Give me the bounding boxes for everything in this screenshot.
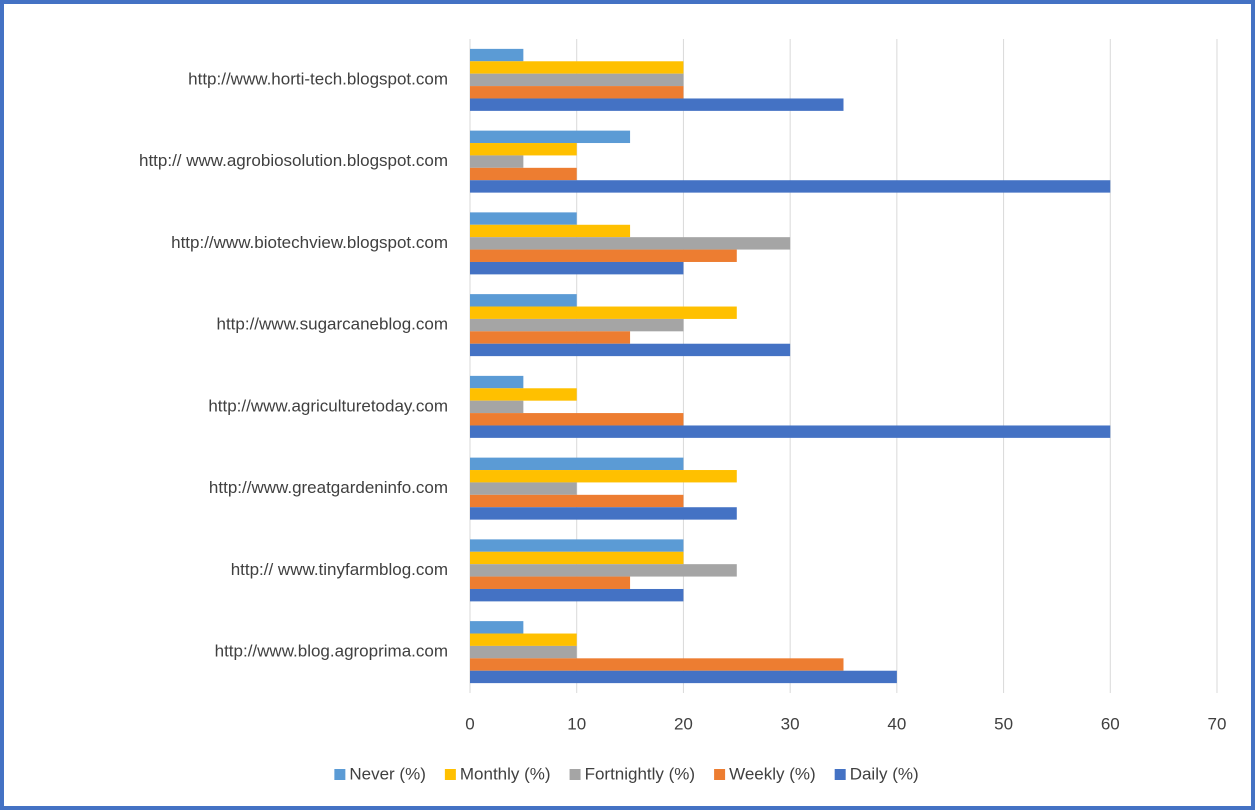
bar <box>470 261 684 275</box>
bar <box>470 400 524 414</box>
y-tick-label: http://www.blog.agroprima.com <box>215 642 448 661</box>
bar <box>470 551 684 565</box>
bar <box>470 155 524 168</box>
bar <box>470 249 737 262</box>
y-tick-label: http://www.biotechview.blogspot.com <box>171 233 448 252</box>
legend-label: Monthly (%) <box>460 764 551 783</box>
bar <box>470 180 1111 193</box>
legend-swatch <box>714 769 726 780</box>
x-tick-label: 60 <box>1101 714 1120 733</box>
bar <box>470 143 577 156</box>
bar <box>470 388 577 401</box>
y-tick-label: http://www.greatgardeninfo.com <box>209 478 448 497</box>
bar <box>470 237 791 250</box>
x-tick-label: 70 <box>1208 714 1227 733</box>
legend-swatch <box>569 769 581 780</box>
bar <box>470 470 737 483</box>
bar <box>470 294 577 307</box>
bar <box>470 224 631 238</box>
bar <box>470 73 684 87</box>
bar <box>470 98 844 111</box>
x-tick-label: 10 <box>567 714 586 733</box>
bar <box>470 130 631 144</box>
x-tick-label: 40 <box>887 714 906 733</box>
legend-swatch <box>334 769 346 780</box>
bar <box>470 343 791 357</box>
bar <box>470 86 684 99</box>
y-tick-label: http://www.sugarcaneblog.com <box>216 315 448 334</box>
x-tick-label: 30 <box>781 714 800 733</box>
bar <box>470 61 684 74</box>
bar <box>470 482 577 495</box>
bar <box>470 576 631 589</box>
bar <box>470 306 737 319</box>
y-tick-label: http:// www.tinyfarmblog.com <box>231 560 448 579</box>
bar <box>470 413 684 426</box>
bar <box>470 507 737 520</box>
y-tick-label: http://www.horti-tech.blogspot.com <box>188 69 448 88</box>
bar <box>470 212 577 225</box>
bar <box>470 588 684 602</box>
bar <box>470 457 684 471</box>
y-tick-label: http://www.agriculturetoday.com <box>208 396 448 415</box>
bar <box>470 621 524 634</box>
x-tick-label: 0 <box>465 714 474 733</box>
bar <box>470 331 631 344</box>
legend-swatch <box>444 769 456 780</box>
bar <box>470 539 684 552</box>
bar <box>470 494 684 508</box>
bar <box>470 645 577 659</box>
bar <box>470 425 1111 438</box>
legend-swatch <box>834 769 846 780</box>
bar <box>470 670 897 684</box>
bar <box>470 658 844 671</box>
bar <box>470 633 577 646</box>
y-tick-label: http:// www.agrobiosolution.blogspot.com <box>139 151 448 170</box>
x-tick-label: 50 <box>994 714 1013 733</box>
legend-label: Fortnightly (%) <box>585 764 696 783</box>
bar <box>470 318 684 332</box>
bar <box>470 375 524 389</box>
bar <box>470 167 577 181</box>
legend-label: Daily (%) <box>850 764 919 783</box>
legend-label: Never (%) <box>349 764 426 783</box>
bar <box>470 564 737 577</box>
legend-label: Weekly (%) <box>729 764 816 783</box>
x-tick-label: 20 <box>674 714 693 733</box>
bar <box>470 48 524 62</box>
